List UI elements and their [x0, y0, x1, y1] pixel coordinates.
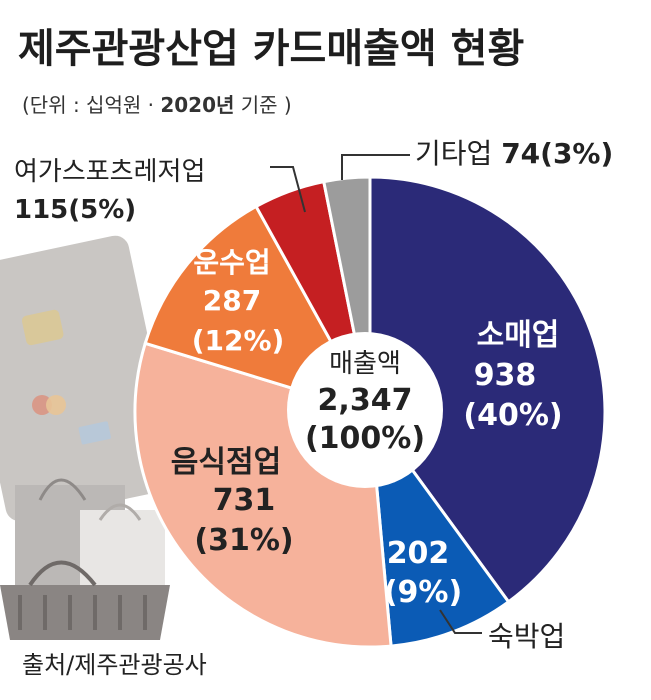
label-other: 기타업 74(3%) — [415, 137, 613, 170]
source-note: 출처/제주관광공사 — [22, 651, 207, 679]
center-hole — [287, 332, 443, 488]
label-leisure-value: 115(5%) — [14, 195, 136, 225]
subtitle-prefix: (단위 : 십억원 · — [22, 93, 160, 117]
center-label: 매출액 — [329, 349, 401, 379]
leisure-value: 115 — [14, 195, 68, 225]
label-food-name: 음식점업 — [171, 445, 281, 480]
leader-line-lodging — [439, 609, 482, 634]
other-value: 74 — [501, 137, 540, 170]
other-spacer — [492, 137, 501, 170]
leader-line-leisure — [270, 166, 306, 213]
chart-subtitle: (단위 : 십억원 · 2020년 기준 ) — [22, 93, 292, 117]
credit-card-illustration — [0, 235, 178, 522]
shopping-basket-illustration — [0, 560, 170, 640]
label-transport-value: 287 — [203, 284, 261, 317]
label-lodging-name: 숙박업 — [488, 620, 565, 653]
other-name: 기타업 — [415, 137, 492, 170]
label-lodging-value: 202 — [387, 536, 450, 571]
label-transport-name: 운수업 — [193, 246, 270, 279]
label-retail-name: 소매업 — [477, 318, 560, 353]
label-food-percent: (31%) — [194, 523, 293, 558]
leisure-percent: (5%) — [68, 195, 136, 225]
label-leisure-name: 여가스포츠레저업 — [14, 157, 205, 187]
label-retail-value: 938 — [474, 358, 537, 393]
center-percent: (100%) — [305, 421, 425, 456]
other-percent: (3%) — [540, 137, 613, 170]
label-food-value: 731 — [213, 483, 276, 518]
label-retail-percent: (40%) — [463, 398, 562, 433]
center-value: 2,347 — [318, 383, 413, 418]
label-transport-percent: (12%) — [192, 324, 285, 357]
leader-line-other — [341, 154, 410, 180]
chart-title: 제주관광산업 카드매출액 현황 — [18, 26, 524, 72]
subtitle-year: 2020년 — [160, 93, 234, 117]
subtitle-suffix: 기준 ) — [234, 93, 291, 117]
slice-retail — [368, 175, 607, 604]
label-lodging-percent: (9%) — [384, 575, 462, 610]
